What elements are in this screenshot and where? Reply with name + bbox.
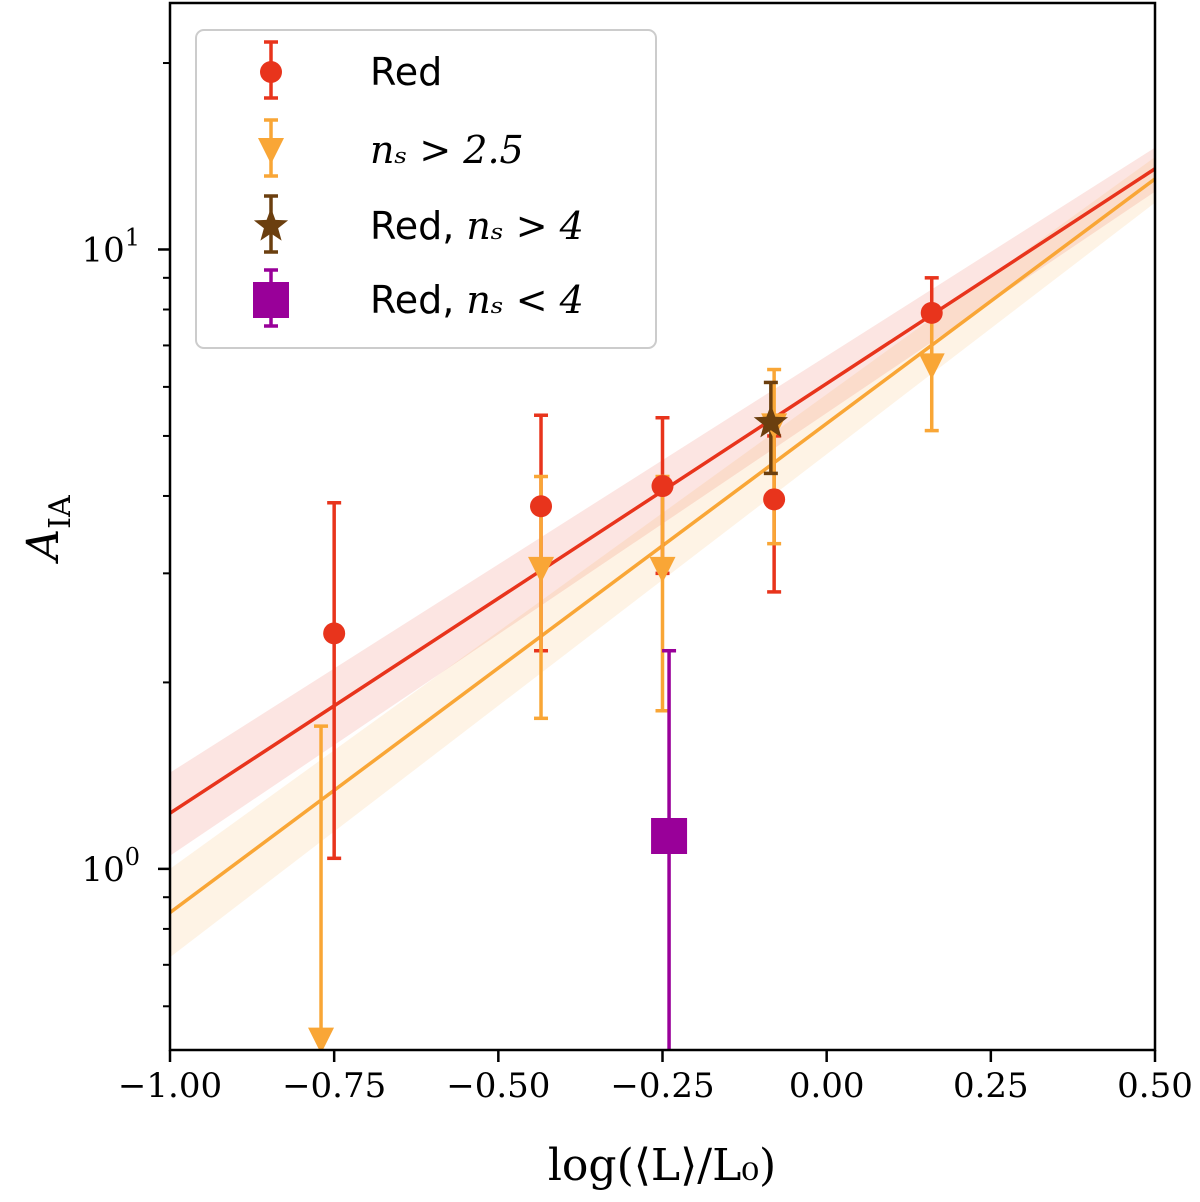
x-tick-label: −0.75 [282,1066,386,1106]
x-tick-label: 0.00 [789,1066,865,1106]
series-1-point [528,556,555,583]
series-1-point [918,353,945,380]
series-0-point [530,495,553,518]
series-0-point [651,475,674,498]
legend-label-3: Red, nₛ < 4 [370,278,584,322]
y-axis-title: AIA [18,495,78,565]
x-tick-label: −0.25 [610,1066,714,1106]
x-tick-label: 0.50 [1117,1066,1193,1106]
series-1-point [308,1027,335,1050]
y-axis: 100 101 [81,62,170,1008]
x-axis-title: log(⟨L⟩/L₀) [548,1140,776,1191]
series-3-point [651,817,688,854]
legend-label-1: nₛ > 2.5 [370,128,524,172]
series-0-point [763,488,786,511]
legend-marker-1 [258,138,284,164]
legend-label-0: Red [370,50,442,94]
y-tick-label: 101 [81,223,140,270]
x-axis: −1.00 −0.75 −0.50 −0.25 0.00 0.25 0.50 [118,1050,1193,1106]
y-tick-label: 100 [81,843,140,890]
x-tick-label: −1.00 [118,1066,222,1106]
legend-label-2: Red, nₛ > 4 [370,204,584,248]
series-0-point [920,301,943,324]
x-tick-label: −0.50 [446,1066,550,1106]
legend-box [195,29,657,349]
legend-marker-3 [253,282,289,318]
x-tick-label: 0.25 [953,1066,1029,1106]
legend-marker-2 [253,208,289,241]
data-markers [308,301,945,1050]
series-2-point [753,404,788,438]
series-1-point [649,556,676,583]
legend: Red nₛ > 2.5 Red, nₛ > 4 Red, nₛ < 4 [195,29,657,349]
series-0-point [323,622,346,645]
legend-marker-0 [260,61,282,83]
